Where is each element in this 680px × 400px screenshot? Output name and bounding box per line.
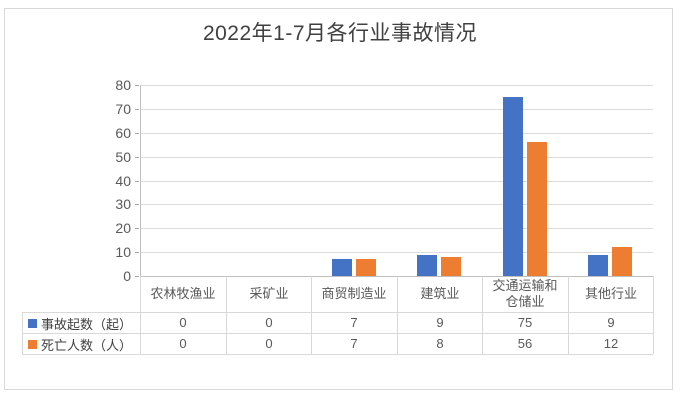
category-label-text: 商贸制造业 <box>321 286 387 302</box>
gridline <box>140 85 653 86</box>
table-value: 9 <box>607 314 615 330</box>
bar-accidents <box>332 259 352 276</box>
table-value: 7 <box>350 314 358 330</box>
bar-accidents <box>503 97 523 276</box>
category-label-text: 农林牧渔业 <box>150 286 216 302</box>
legend-swatch <box>28 318 37 328</box>
table-border <box>311 276 312 354</box>
category-label: 建筑业 <box>397 276 483 312</box>
gridline <box>140 228 653 229</box>
y-axis-label: 70 <box>115 101 131 117</box>
y-axis-tick <box>135 276 139 277</box>
y-axis-label: 80 <box>115 77 131 93</box>
bar-accidents <box>588 255 608 276</box>
y-axis-tick <box>135 157 139 158</box>
y-axis-label: 50 <box>115 149 131 165</box>
y-axis-label: 20 <box>115 220 131 236</box>
table-border <box>22 312 23 354</box>
bar-deaths <box>441 257 461 276</box>
table-border <box>226 276 227 354</box>
chart-title: 2022年1-7月各行业事故情况 <box>202 22 478 45</box>
table-value: 7 <box>350 335 358 351</box>
gridline <box>140 204 653 205</box>
bar-deaths <box>356 259 376 276</box>
category-label-text: 其他行业 <box>584 286 637 302</box>
table-value: 8 <box>436 335 444 351</box>
table-border <box>22 333 653 334</box>
table-value: 12 <box>603 335 619 351</box>
table-border <box>140 276 141 354</box>
legend-item: 事故起数（起） <box>23 313 140 333</box>
table-border <box>568 276 569 354</box>
gridline <box>140 181 653 182</box>
table-border <box>22 312 653 313</box>
table-border <box>482 276 483 354</box>
table-border <box>397 276 398 354</box>
bar-deaths <box>527 142 547 276</box>
table-value: 9 <box>436 314 444 330</box>
category-label: 采矿业 <box>226 276 312 312</box>
bar-deaths <box>612 247 632 276</box>
y-axis-label: 10 <box>115 244 131 260</box>
table-border <box>22 354 653 355</box>
y-axis-label: 40 <box>115 173 131 189</box>
category-label-text: 建筑业 <box>420 286 460 302</box>
y-axis-tick <box>135 133 139 134</box>
y-axis-label: 60 <box>115 125 131 141</box>
gridline <box>140 157 653 158</box>
y-axis-tick <box>135 109 139 110</box>
chart-frame <box>4 8 673 390</box>
gridline <box>140 252 653 253</box>
y-axis-tick <box>135 204 139 205</box>
legend-swatch <box>28 339 37 349</box>
y-axis-tick <box>135 181 139 182</box>
category-label: 农林牧渔业 <box>140 276 226 312</box>
legend-label: 死亡人数（人） <box>41 337 133 353</box>
bar-accidents <box>417 255 437 276</box>
y-axis-tick <box>135 252 139 253</box>
table-value: 56 <box>517 335 533 351</box>
y-axis-tick <box>135 85 139 86</box>
gridline <box>140 133 653 134</box>
table-value: 0 <box>179 335 187 351</box>
category-label: 其他行业 <box>568 276 654 312</box>
gridline <box>140 109 653 110</box>
table-value: 0 <box>265 314 273 330</box>
category-label: 交通运输和仓储业 <box>482 276 568 312</box>
category-label-text: 交通运输和仓储业 <box>492 278 558 309</box>
table-border <box>140 276 653 277</box>
y-axis-label: 0 <box>123 268 131 284</box>
y-axis-label: 30 <box>115 196 131 212</box>
category-label-text: 采矿业 <box>249 286 289 302</box>
table-value: 0 <box>179 314 187 330</box>
legend-item: 死亡人数（人） <box>23 334 140 354</box>
legend-label: 事故起数（起） <box>41 316 133 332</box>
table-value: 75 <box>517 314 533 330</box>
table-value: 0 <box>265 335 273 351</box>
y-axis-tick <box>135 228 139 229</box>
table-border <box>653 276 654 354</box>
category-label: 商贸制造业 <box>311 276 397 312</box>
y-axis-line <box>140 85 141 276</box>
